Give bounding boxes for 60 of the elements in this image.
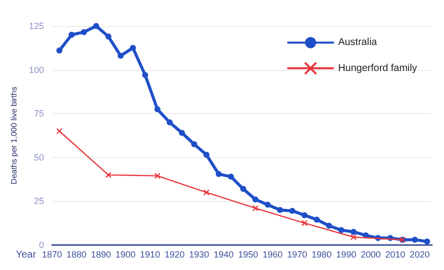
- point: [424, 238, 430, 244]
- point: [80, 29, 87, 36]
- x-tick-label: 1990: [336, 250, 356, 260]
- point: [289, 208, 296, 214]
- legend-label: Australia: [338, 37, 378, 48]
- point: [166, 119, 173, 126]
- y-tick-label: 25: [34, 196, 44, 206]
- point: [277, 206, 283, 213]
- x-tick-label: 2000: [360, 250, 381, 260]
- x-tick-label: 1900: [116, 250, 136, 260]
- point: [412, 236, 418, 243]
- point: [302, 212, 308, 218]
- y-tick-label: 125: [28, 21, 44, 31]
- x-tick-label: 1920: [164, 250, 185, 260]
- point: [68, 32, 75, 38]
- point: [191, 141, 198, 148]
- legend-label: Hungerford family: [338, 62, 417, 74]
- point: [314, 216, 320, 223]
- point: [216, 171, 222, 178]
- point: [326, 222, 332, 229]
- point: [240, 186, 246, 192]
- point: [118, 52, 124, 59]
- point: [178, 130, 185, 136]
- x-tick-label: 1950: [238, 250, 258, 260]
- x-tick-label: 1940: [214, 250, 234, 260]
- x-tick-label: 1910: [140, 250, 160, 260]
- x-tick-label: 2010: [385, 250, 406, 260]
- point: [130, 44, 136, 51]
- x-tick-label: 1890: [91, 250, 112, 260]
- point: [154, 172, 161, 179]
- x-tick-label: 1980: [312, 250, 332, 260]
- point: [203, 189, 210, 196]
- point: [252, 196, 258, 202]
- point: [228, 174, 234, 180]
- point: [252, 205, 259, 212]
- point: [142, 72, 148, 78]
- y-tick-label: 100: [28, 64, 44, 75]
- point: [105, 34, 112, 40]
- x-tick-label: 1970: [287, 250, 308, 260]
- point: [350, 234, 357, 240]
- point: [338, 227, 344, 234]
- y-axis-title: Deaths per 1,000 live births: [10, 86, 19, 184]
- x-tick-label: 2020: [410, 250, 430, 260]
- y-tick-label: 50: [34, 152, 44, 162]
- point: [203, 152, 210, 158]
- point: [93, 23, 100, 29]
- x-tick-label: 1870: [42, 250, 62, 260]
- y-tick-label: 0: [38, 240, 44, 250]
- point: [264, 202, 271, 208]
- x-tick-label: 1880: [66, 250, 87, 260]
- point: [105, 172, 112, 178]
- x-axis-title: Year: [16, 250, 37, 260]
- x-tick-label: 1960: [262, 250, 283, 260]
- x-tick-label: 1930: [189, 250, 210, 260]
- point: [56, 128, 62, 134]
- point: [301, 220, 308, 226]
- point: [350, 228, 357, 235]
- y-tick-label: 75: [34, 108, 44, 119]
- point: [56, 48, 62, 54]
- point: [154, 106, 160, 112]
